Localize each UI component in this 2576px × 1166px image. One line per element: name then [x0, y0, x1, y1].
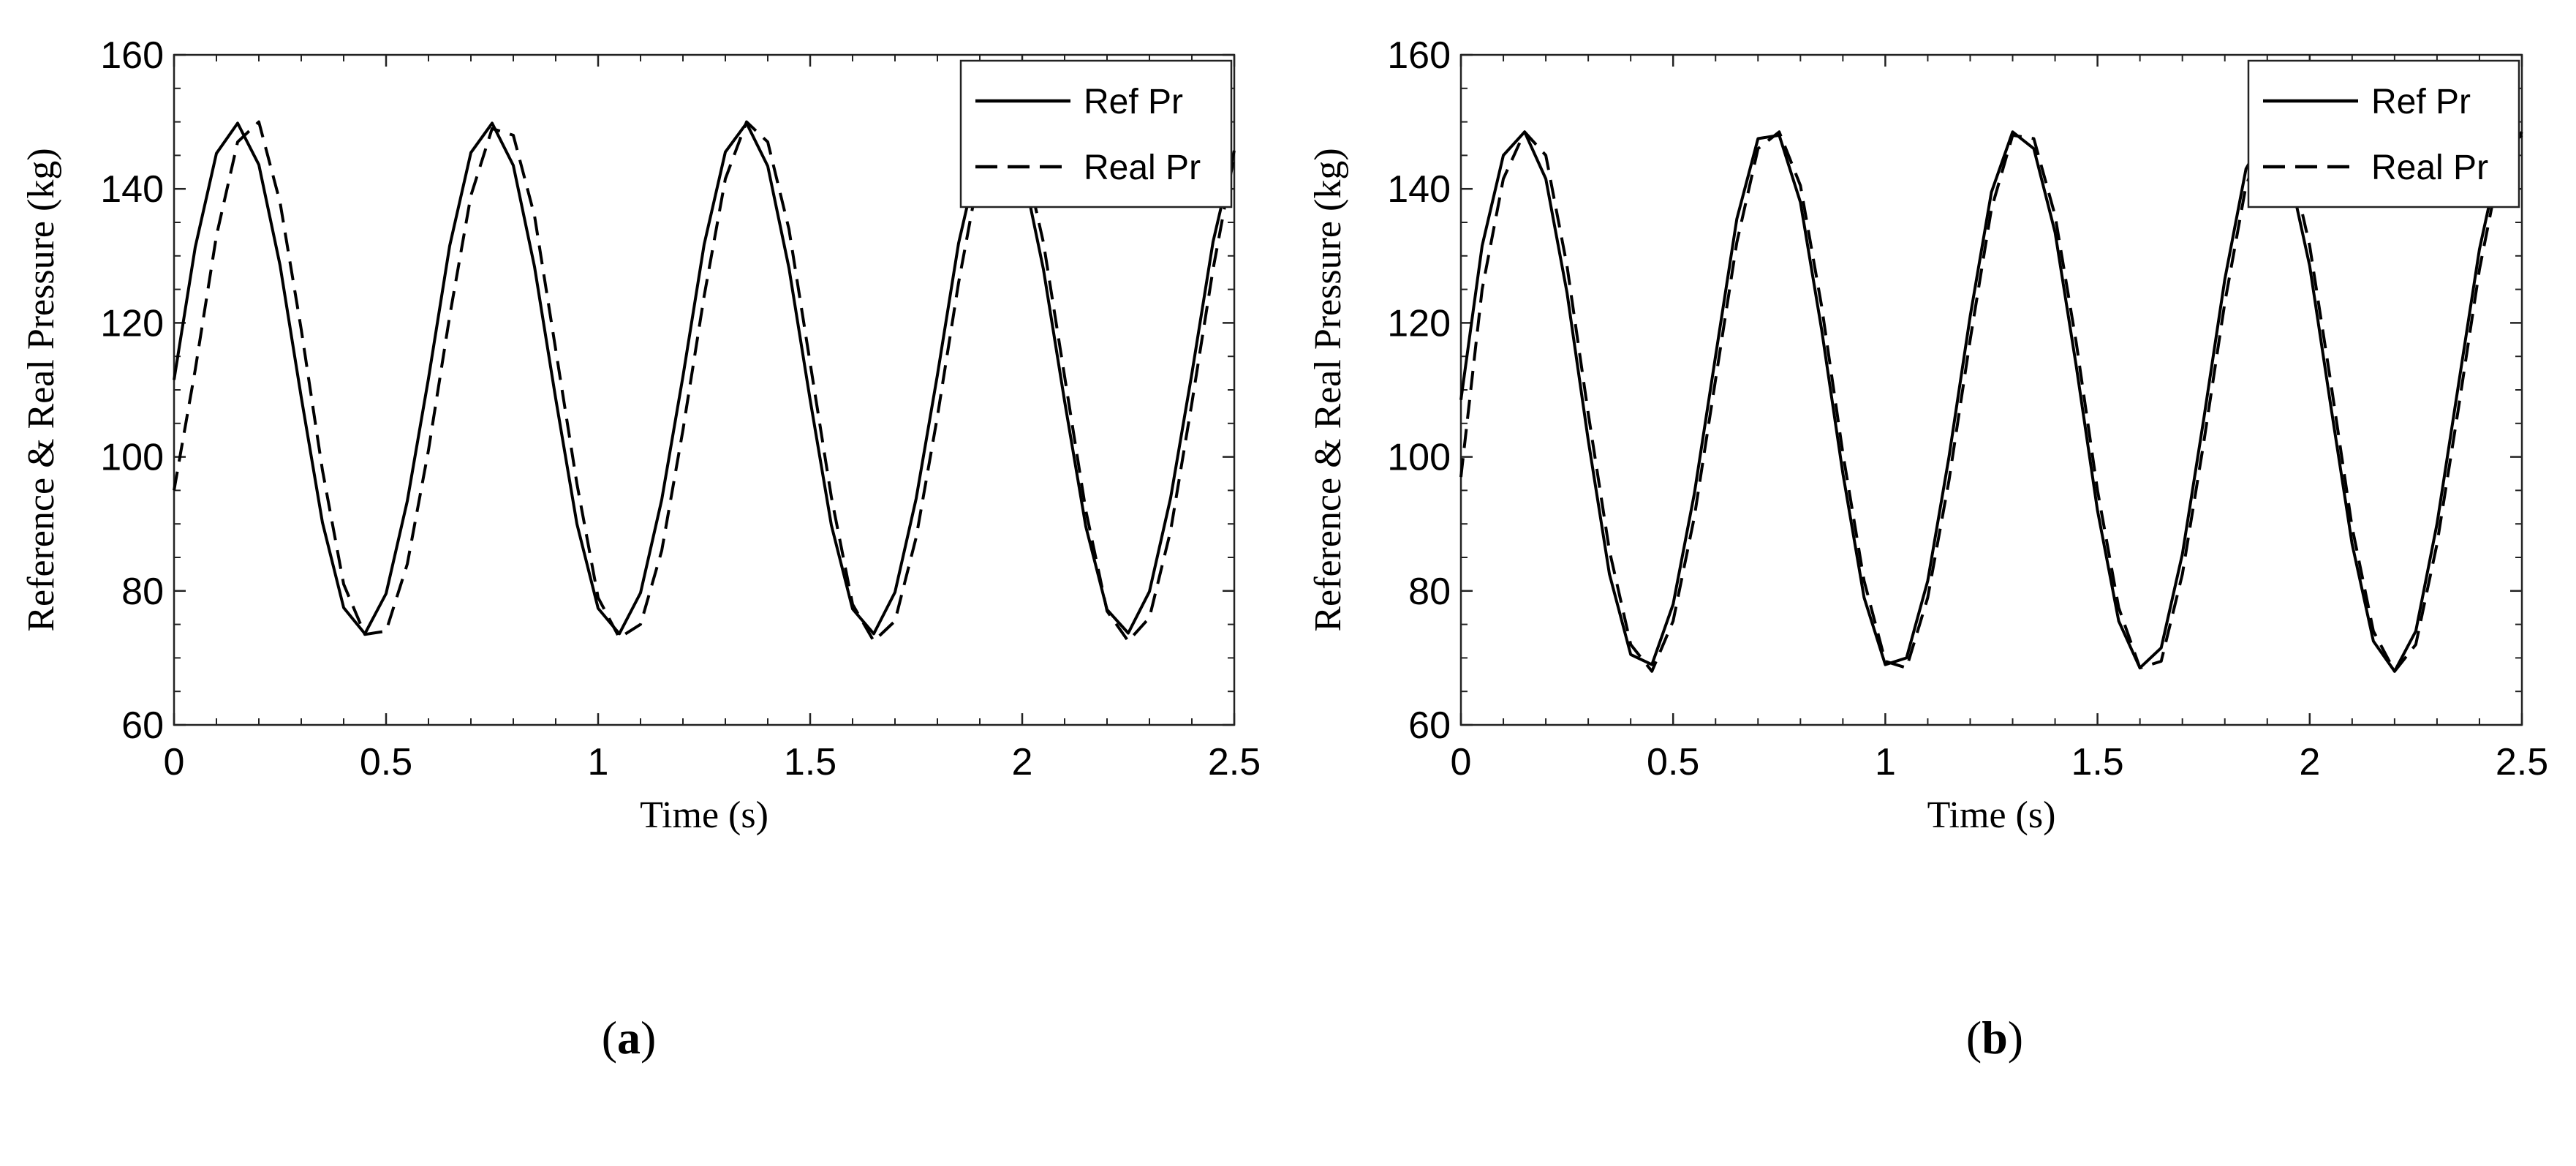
y-tick-label-b: 120 [1387, 302, 1451, 345]
legend-label-ref-a: Ref Pr [1084, 83, 1183, 121]
y-tick-label-b: 160 [1387, 34, 1451, 77]
legend-box-a [959, 59, 1233, 208]
x-axis-label-b: Time (s) [1927, 794, 2056, 836]
panel-label-a-letter: a [617, 1012, 641, 1064]
y-tick-label-a: 80 [121, 571, 164, 613]
series-line-real-pr-a [173, 120, 1236, 643]
x-tick-label-a: 2.5 [1208, 741, 1261, 783]
x-tick-label-a: 1 [588, 741, 609, 783]
x-tick-label-b: 2 [2299, 741, 2320, 783]
x-tick-label-b: 0 [1451, 741, 1472, 783]
y-tick-label-b: 60 [1408, 704, 1451, 747]
x-tick-label-a: 0.5 [360, 741, 412, 783]
chart-panel-a: 60 80 100 120 140 160 0 0.5 1 1.5 2 2.5 Time (s) R… [20, 34, 1261, 1064]
x-tick-label-a: 2 [1012, 741, 1033, 783]
panel-label-b-letter: b [1982, 1012, 2008, 1064]
x-tick-label-b: 1.5 [2071, 741, 2123, 783]
series-line-ref-pr-a [173, 121, 1236, 636]
legend-label-real-b: Real Pr [2371, 148, 2488, 187]
y-tick-label-a: 100 [100, 437, 164, 479]
y-tick-labels-b: 60 80 100 120 140 160 [1387, 34, 1451, 747]
series-layer-a [173, 120, 1236, 643]
x-tick-labels-b: 0 0.5 1 1.5 2 2.5 [1451, 741, 2549, 783]
y-axis-label-b: Reference & Real Pressure (kg) [1307, 148, 1349, 631]
x-tick-label-b: 0.5 [1647, 741, 1699, 783]
legend-a: Ref Pr Real Pr [959, 59, 1233, 208]
panel-label-a: (a) [602, 1012, 657, 1064]
y-tick-label-a: 140 [100, 168, 164, 211]
y-tick-label-b: 80 [1408, 571, 1451, 613]
series-line-real-pr-b [1459, 130, 2523, 673]
chart-panel-b: 60 80 100 120 140 160 0 0.5 1 1.5 2 2.5 Time (s) R… [1307, 34, 2548, 1064]
x-tick-label-a: 0 [164, 741, 185, 783]
y-tick-label-a: 120 [100, 302, 164, 345]
series-layer-b [1459, 130, 2523, 673]
y-tick-label-a: 60 [121, 704, 164, 747]
y-tick-label-a: 160 [100, 34, 164, 77]
y-axis-label-a: Reference & Real Pressure (kg) [20, 148, 62, 631]
legend-label-ref-b: Ref Pr [2371, 83, 2471, 121]
y-tick-labels-a: 60 80 100 120 140 160 [100, 34, 164, 747]
series-line-ref-pr-b [1459, 130, 2523, 673]
panel-label-b: (b) [1966, 1012, 2023, 1064]
legend-box-b [2247, 59, 2520, 208]
x-tick-label-b: 2.5 [2496, 741, 2548, 783]
x-tick-label-b: 1 [1875, 741, 1896, 783]
y-tick-label-b: 140 [1387, 168, 1451, 211]
y-tick-label-b: 100 [1387, 437, 1451, 479]
x-tick-label-a: 1.5 [784, 741, 836, 783]
legend-label-real-a: Real Pr [1084, 148, 1201, 187]
ticks-b [1459, 53, 2523, 726]
legend-b: Ref Pr Real Pr [2247, 59, 2520, 208]
x-axis-label-a: Time (s) [640, 794, 768, 836]
x-tick-labels-a: 0 0.5 1 1.5 2 2.5 [164, 741, 1261, 783]
